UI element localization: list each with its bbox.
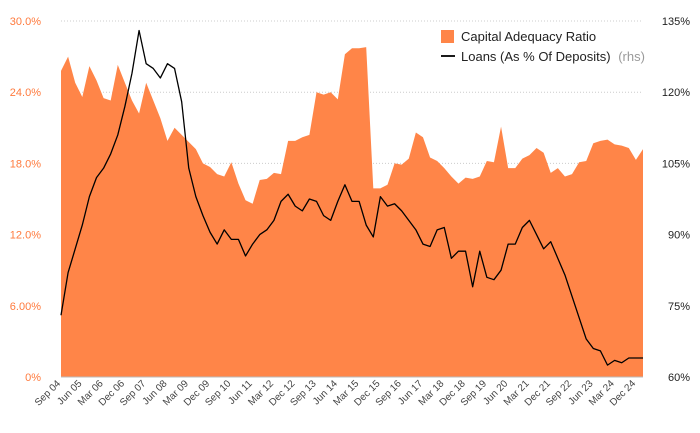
y-left-tick-label: 18.0% xyxy=(10,158,41,170)
right-axis: 60% 75% 90% 105% 120% 135% xyxy=(662,16,690,384)
y-right-tick-label: 105% xyxy=(662,158,690,170)
y-right-tick-label: 90% xyxy=(668,230,690,242)
y-left-tick-label: 0% xyxy=(25,372,41,384)
legend-line-suffix: (rhs) xyxy=(618,49,645,64)
line-loans-as-percent-of-deposits xyxy=(60,29,643,366)
y-left-tick-label: 24.0% xyxy=(10,87,41,99)
legend-area-swatch xyxy=(441,30,454,43)
line-layer xyxy=(60,29,643,366)
legend-line-label: Loans (As % Of Deposits) (rhs) xyxy=(461,49,645,64)
legend-area-label: Capital Adequacy Ratio xyxy=(461,29,596,44)
y-right-tick-label: 120% xyxy=(662,87,690,99)
legend-line-name: Loans (As % Of Deposits) xyxy=(461,49,611,64)
area-layer xyxy=(61,47,643,378)
area-capital-adequacy-ratio xyxy=(61,47,643,378)
left-axis: 0% 6.00% 12.0% 18.0% 24.0% 30.0% xyxy=(10,16,41,384)
y-left-tick-label: 12.0% xyxy=(10,230,41,242)
y-left-tick-label: 30.0% xyxy=(10,16,41,28)
y-left-tick-label: 6.00% xyxy=(10,301,41,313)
y-right-tick-label: 75% xyxy=(668,301,690,313)
y-right-tick-label: 135% xyxy=(662,16,690,28)
y-right-tick-label: 60% xyxy=(668,372,690,384)
legend: Capital Adequacy Ratio Loans (As % Of De… xyxy=(441,29,645,64)
